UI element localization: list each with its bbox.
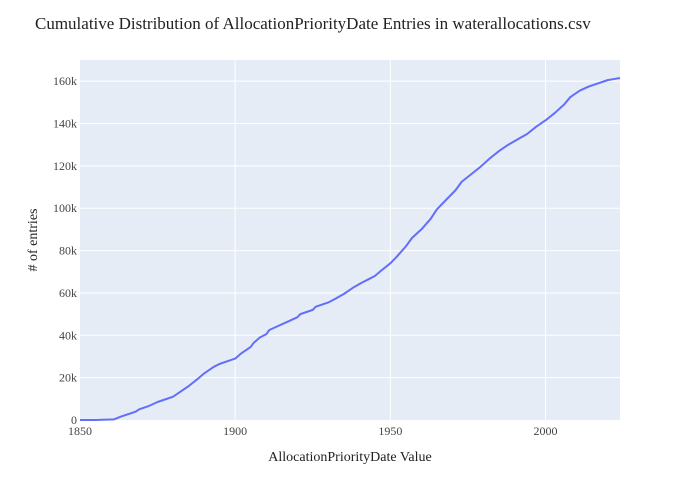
y-axis-title: # of entries: [26, 209, 41, 272]
x-tick-label-1850: 1850: [68, 424, 92, 438]
x-tick-labels: 1850 1900 1950 2000: [68, 424, 558, 438]
x-tick-label-2000: 2000: [534, 424, 558, 438]
y-tick-label-80000: 80k: [59, 244, 77, 258]
x-tick-label-1950: 1950: [378, 424, 402, 438]
cumulative-line-series: [80, 77, 621, 421]
plot-background: [80, 60, 620, 420]
y-tick-label-0: 0: [71, 413, 77, 427]
y-gridlines: [80, 80, 620, 379]
y-tick-label-120000: 120k: [53, 159, 77, 173]
x-tick-label-1900: 1900: [223, 424, 247, 438]
y-tick-label-20000: 20k: [59, 371, 77, 385]
x-axis-title: AllocationPriorityDate Value: [268, 450, 431, 465]
y-tick-label-140000: 140k: [53, 117, 77, 131]
y-tick-label-100000: 100k: [53, 201, 77, 215]
y-tick-label-40000: 40k: [59, 328, 77, 342]
y-tick-label-160000: 160k: [53, 74, 77, 88]
y-tick-label-60000: 60k: [59, 286, 77, 300]
chart-title: Cumulative Distribution of AllocationPri…: [35, 14, 591, 33]
y-tick-labels: 0 20k 40k 60k 80k 100k 120k 140k 160k: [53, 74, 77, 427]
series-group: [80, 77, 621, 421]
